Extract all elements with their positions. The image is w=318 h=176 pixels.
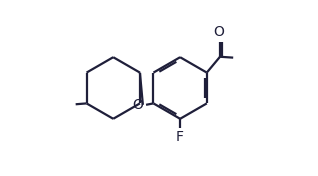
Text: O: O <box>132 98 143 112</box>
Text: O: O <box>214 25 225 39</box>
Text: F: F <box>176 130 184 144</box>
